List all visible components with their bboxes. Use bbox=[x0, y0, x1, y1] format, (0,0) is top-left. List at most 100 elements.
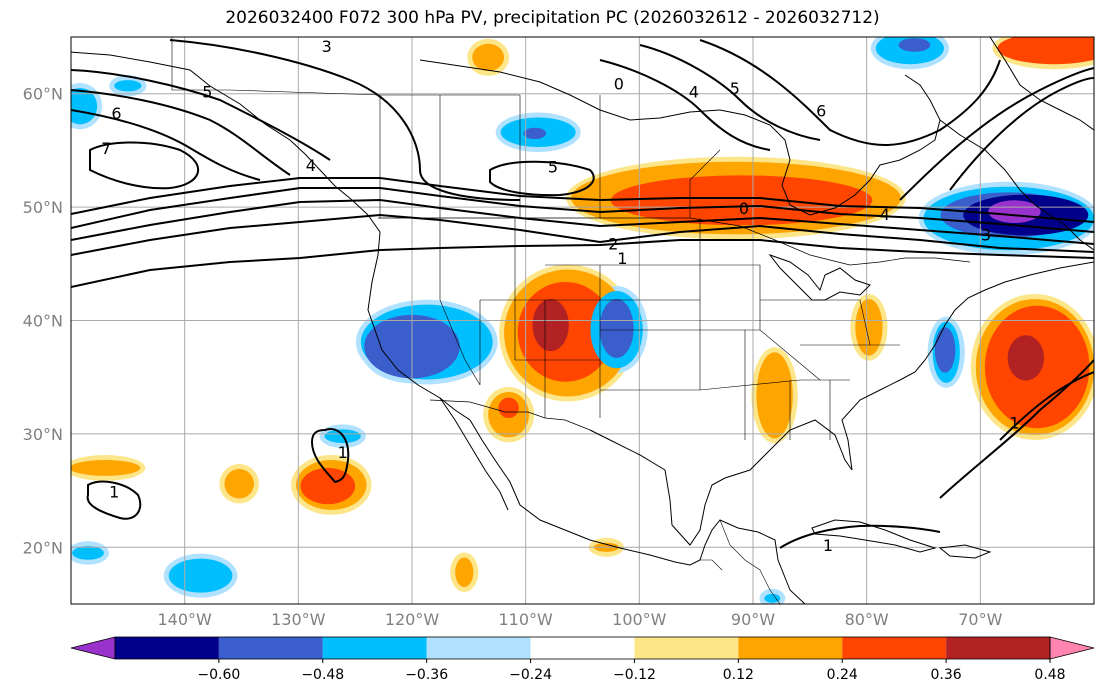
map-title: 2026032400 F072 300 hPa PV, precipitatio… bbox=[225, 8, 880, 28]
colorbar-tick-label: −0.24 bbox=[509, 667, 552, 683]
anomaly-region bbox=[934, 327, 956, 373]
contour-label: 6 bbox=[816, 102, 826, 121]
contour-label: 1 bbox=[338, 443, 348, 462]
coastlines-and-borders bbox=[71, 37, 1094, 604]
colorbar-segment bbox=[218, 637, 323, 659]
pv-contours bbox=[71, 39, 1094, 549]
lon-tick-label: 70°W bbox=[958, 610, 1002, 629]
anomaly-region bbox=[764, 593, 781, 603]
anomaly-region bbox=[300, 467, 356, 505]
north-america-coastline bbox=[71, 51, 806, 604]
anomaly-region bbox=[498, 397, 519, 419]
contour-label: 1 bbox=[823, 536, 833, 555]
pv-contour-east-high-2 bbox=[949, 77, 1094, 191]
colorbar-segment bbox=[115, 637, 219, 659]
pv-contour-north-2 bbox=[71, 89, 291, 176]
contour-label: 4 bbox=[689, 82, 699, 101]
canada-province-lines bbox=[171, 37, 721, 218]
colorbar-tick-label: 0.36 bbox=[931, 667, 962, 683]
pv-contour-east-high bbox=[899, 67, 1094, 201]
contour-label: 5 bbox=[548, 157, 558, 176]
contour-label: 3 bbox=[981, 225, 991, 244]
anomaly-region bbox=[224, 469, 255, 499]
us-mexico-border bbox=[429, 399, 591, 431]
colorbar-tick-label: 0.24 bbox=[827, 667, 858, 683]
contour-label: 0 bbox=[739, 199, 749, 218]
baja-california-coast bbox=[439, 397, 509, 511]
lon-tick-label: 110°W bbox=[498, 610, 553, 629]
pv-contour-north-1 bbox=[71, 69, 331, 161]
arctic-coast bbox=[419, 59, 721, 121]
colorbar-segment bbox=[946, 637, 1050, 659]
colorbar-low-extend bbox=[70, 636, 116, 660]
pv-contour-atlantic-2 bbox=[999, 371, 1094, 441]
cuba-coast bbox=[811, 519, 937, 553]
lon-tick-label: 130°W bbox=[271, 610, 326, 629]
anomaly-region bbox=[997, 37, 1094, 65]
contour-label: 0 bbox=[614, 74, 624, 93]
pv-contour-2 bbox=[71, 213, 1094, 256]
contour-label: 2 bbox=[608, 234, 618, 253]
anomaly-region bbox=[610, 175, 873, 226]
pv-contour-4 bbox=[71, 187, 1094, 233]
lon-tick-label: 100°W bbox=[612, 610, 667, 629]
anomaly-region bbox=[756, 352, 793, 439]
colorbar-tick-label: 0.48 bbox=[1034, 667, 1065, 683]
anomaly-region bbox=[599, 298, 634, 358]
pv-contour-1 bbox=[71, 239, 1094, 288]
anomaly-region bbox=[455, 557, 474, 587]
us-state-lines bbox=[439, 218, 900, 440]
anomaly-region bbox=[71, 88, 98, 125]
anomaly-region bbox=[1007, 335, 1044, 381]
colorbar-segment bbox=[426, 637, 531, 659]
contour-label: 6 bbox=[111, 104, 121, 123]
anomaly-region bbox=[855, 298, 883, 356]
lat-tick-label: 20°N bbox=[23, 538, 63, 557]
anomaly-region bbox=[532, 298, 569, 352]
pv-contour-3 bbox=[71, 198, 1094, 245]
pv-contour-north-3 bbox=[71, 109, 261, 181]
colorbar-tick-label: −0.48 bbox=[301, 667, 344, 683]
labrador-coast bbox=[939, 119, 1094, 251]
anomaly-region bbox=[114, 80, 142, 92]
hispaniola-coast bbox=[938, 544, 992, 559]
contour-label: 1 bbox=[617, 249, 627, 268]
lon-tick-label: 120°W bbox=[385, 610, 440, 629]
colorbar-tick-label: 0.12 bbox=[723, 667, 754, 683]
pv-contour-north-5 bbox=[169, 39, 521, 201]
pv-contour-pacific-1 bbox=[310, 428, 350, 484]
colorbar-high-extend bbox=[1049, 636, 1095, 660]
colorbar-segment bbox=[634, 637, 739, 659]
anomaly-region bbox=[523, 127, 547, 140]
colorbar: −0.60 −0.48 −0.36 −0.24 −0.12 0.12 0.24 0.36 0.4… bbox=[70, 636, 1095, 683]
anomaly-region bbox=[988, 200, 1041, 223]
great-lakes bbox=[768, 253, 871, 301]
contour-label: 7 bbox=[101, 139, 111, 158]
lat-tick-label: 30°N bbox=[23, 425, 63, 444]
pv-contour-north-4 bbox=[89, 141, 200, 190]
anomaly-region bbox=[168, 558, 233, 593]
colorbar-tick-label: −0.12 bbox=[613, 667, 656, 683]
anomaly-region bbox=[898, 38, 931, 52]
contour-label: 5 bbox=[730, 79, 740, 98]
lon-tick-label: 90°W bbox=[731, 610, 775, 629]
contour-label: 1 bbox=[109, 483, 119, 502]
colorbar-segment bbox=[322, 637, 427, 659]
pv-contour-hudson-6 bbox=[699, 39, 1001, 146]
greenland-coast bbox=[989, 37, 1094, 131]
pv-contour-lower-5 bbox=[489, 160, 595, 197]
axis-ticks: 140°W 130°W 120°W 110°W 100°W 90°W 80°W 70°W 20°… bbox=[23, 85, 1003, 629]
anomaly-region bbox=[72, 546, 104, 560]
contour-label: 4 bbox=[306, 156, 316, 175]
lat-tick-label: 40°N bbox=[23, 312, 63, 331]
colorbar-frame bbox=[114, 636, 1051, 660]
colorbar-segment bbox=[842, 637, 947, 659]
contour-label: 5 bbox=[202, 82, 212, 101]
pv-contour-atlantic-1 bbox=[939, 359, 1094, 499]
gulf-of-mexico-coast bbox=[589, 261, 1094, 546]
pv-contour-hudson-5 bbox=[639, 44, 821, 141]
lat-tick-label: 60°N bbox=[23, 85, 63, 104]
contour-label: 1 bbox=[1009, 414, 1019, 433]
